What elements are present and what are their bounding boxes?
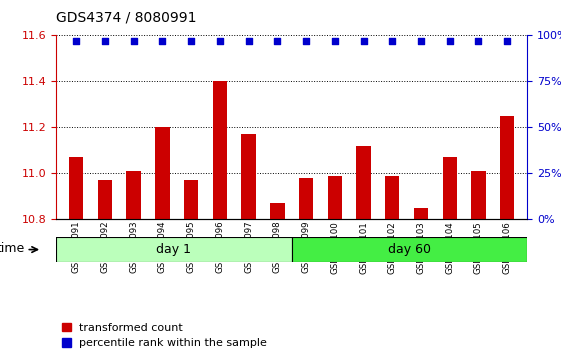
Point: [302, 38, 311, 44]
Bar: [299, 178, 313, 219]
Bar: [184, 180, 199, 219]
Bar: [356, 146, 371, 219]
Point: [388, 38, 397, 44]
Point: [100, 38, 109, 44]
Point: [445, 38, 454, 44]
Bar: [292, 237, 527, 262]
Point: [416, 38, 425, 44]
Point: [244, 38, 253, 44]
Bar: [56, 237, 292, 262]
Bar: [414, 208, 428, 219]
Point: [129, 38, 138, 44]
Point: [273, 38, 282, 44]
Point: [474, 38, 483, 44]
Bar: [98, 180, 112, 219]
Point: [359, 38, 368, 44]
Bar: [500, 116, 514, 219]
Text: day 1: day 1: [157, 243, 191, 256]
Bar: [270, 204, 284, 219]
Text: GDS4374 / 8080991: GDS4374 / 8080991: [56, 11, 196, 25]
Point: [158, 38, 167, 44]
Point: [187, 38, 196, 44]
Bar: [241, 135, 256, 219]
Bar: [126, 171, 141, 219]
Bar: [471, 171, 486, 219]
Bar: [443, 157, 457, 219]
Bar: [213, 81, 227, 219]
Point: [72, 38, 81, 44]
Point: [330, 38, 339, 44]
Bar: [328, 176, 342, 219]
Bar: [69, 157, 84, 219]
Point: [503, 38, 512, 44]
Point: [215, 38, 224, 44]
Legend: transformed count, percentile rank within the sample: transformed count, percentile rank withi…: [62, 322, 267, 348]
Text: day 60: day 60: [388, 243, 431, 256]
Bar: [385, 176, 399, 219]
Bar: [155, 127, 169, 219]
Text: time: time: [0, 242, 25, 255]
